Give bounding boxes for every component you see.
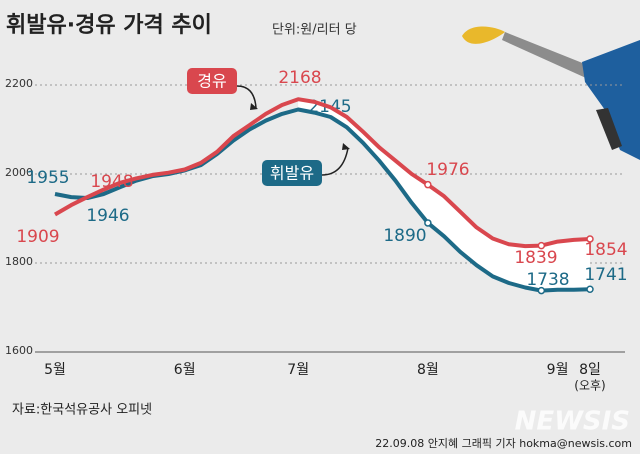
watermark: NEWSIS [515,407,630,437]
point-marker [424,219,432,227]
y-tick-label: 1600 [5,344,33,357]
x-tick-label: 5월 [44,362,66,378]
x-tick-label: 6월 [174,362,196,378]
value-label: 1854 [584,240,627,260]
y-tick-label: 2000 [5,166,33,179]
legend-arrow [321,147,349,176]
legend-arrowhead [250,103,258,110]
value-label: 1955 [26,168,69,188]
x-tick-label: 9월 [547,362,569,378]
legend-arrow [236,85,257,109]
x-tick-label: 8일 [579,362,601,378]
nozzle-handle [582,40,640,160]
chart-title: 휘발유·경유 가격 추이 [6,13,212,38]
point-marker [537,286,546,295]
point-marker [537,241,546,250]
nozzle-icon [462,26,640,160]
x-tick-label: 8월 [417,362,439,378]
legend-arrowhead [342,143,350,150]
value-label: 1741 [584,265,627,285]
y-tick-label: 1800 [5,255,33,268]
point-marker [586,285,594,294]
point-marker [424,180,432,189]
nozzle-trigger [596,108,622,150]
y-tick-label: 2200 [5,77,33,90]
x-tick-label: 7월 [287,362,309,378]
gap-band [298,99,590,291]
legend-tag [262,160,322,186]
x-note: (오후) [574,379,605,393]
series-line [53,97,591,249]
value-label: 1839 [514,248,557,268]
value-label: 1738 [526,270,569,290]
value-label: 1890 [383,226,426,246]
value-label: 1948 [90,172,133,192]
credit: 22.09.08 안지혜 그래픽 기자 hokma@newsis.com [375,437,632,450]
chart-subtitle: 단위:원/리터 당 [272,23,357,38]
nozzle-pipe [502,32,590,78]
value-label: 1909 [16,227,59,247]
point-marker [586,235,594,243]
legend-label: 경유 [197,72,226,91]
fuel-drop [462,26,505,44]
value-label: 1976 [426,160,469,180]
source: 자료:한국석유공사 오피넷 [12,403,152,418]
value-label: 1946 [86,206,129,226]
legend-label: 휘발유 [270,164,314,183]
value-label: 2168 [278,68,321,88]
legend-tag [187,68,237,94]
